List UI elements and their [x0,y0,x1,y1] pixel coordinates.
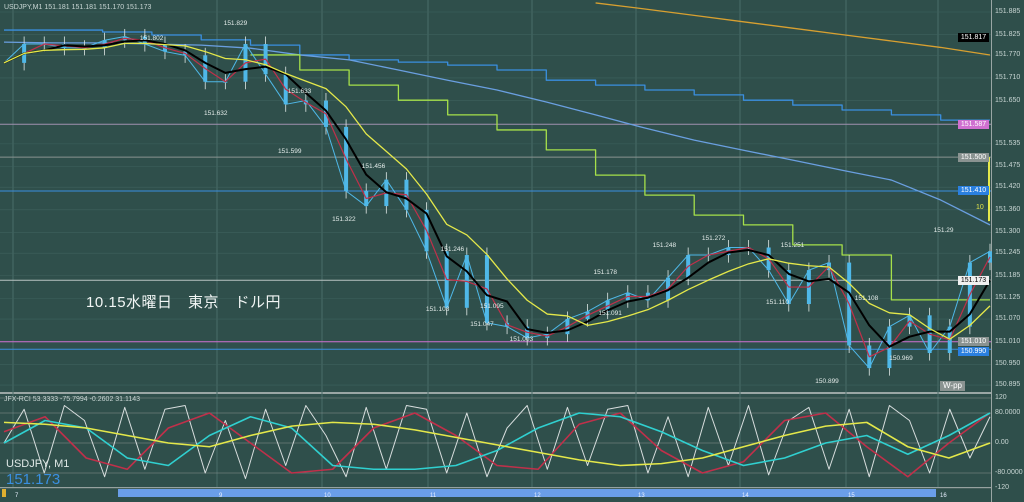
price-tick-label: 150.950 [995,360,1021,368]
price-label: 151.29 [933,227,954,235]
price-tag: 151.010 [958,337,989,347]
price-label: 151.632 [203,110,228,118]
close-line [3,35,991,369]
price-label: 151.047 [470,321,494,329]
price-label: 151.599 [277,148,302,156]
time-tick-label: 10 [324,493,331,499]
price-tick-label: 150.895 [995,381,1021,389]
price-label: 151.246 [440,246,465,254]
price-label: 151.456 [361,163,386,171]
price-tick-label: 151.535 [995,139,1021,147]
price-tick-label: 151.010 [995,337,1021,345]
price-tick-label: 151.420 [995,183,1021,191]
price-label: 151.251 [780,242,805,250]
price-label: 150.969 [889,355,913,363]
fast-ma-line [3,37,991,358]
price-tick-label: 151.125 [995,294,1021,302]
price-tick-label: 151.885 [995,8,1021,15]
time-tick-label: 7 [15,493,19,499]
time-tick-label: 9 [219,493,223,499]
price-tick-label: 151.710 [995,73,1021,81]
panel-divider [0,392,992,394]
indicator-tick-label: -120 [995,484,1010,491]
time-tick-label: 15 [848,493,855,499]
time-tick-label: 12 [534,493,541,499]
rci-line [3,405,991,480]
price-tick-label: 151.770 [995,51,1021,59]
price-label: 151.103 [425,306,450,314]
price-label: 151.108 [854,295,879,303]
bar-count-label: 10 [976,204,984,211]
wpp-label: W-pp [940,381,965,391]
orange-ma-line [595,2,991,56]
symbol-label: USDJPY, M1 [6,458,70,470]
price-label: 151.802 [139,35,164,43]
price-tag: 150.990 [958,347,989,357]
price-label: 151.322 [332,215,356,223]
chart-header: USDJPY,M1 151.181 151.181 151.170 151.17… [4,4,152,11]
scrollbar-thumb[interactable] [118,489,936,497]
candle-body [988,251,992,263]
price-label: 151.095 [480,302,504,310]
price-tick-label: 151.245 [995,249,1021,257]
price-tag: 151.410 [958,186,989,196]
price-tag: 151.587 [958,119,989,129]
indicator-header: JFX-RCI 53.3333 -75.7994 -0.2602 31.1143 [4,396,141,403]
price-label: 151.829 [223,19,248,27]
price-label: 151.178 [593,268,617,276]
price-label: 151.633 [287,87,312,95]
indicator-tick-label: 120 [995,394,1007,401]
rci-line [3,412,991,478]
price-tick-label: 151.650 [995,96,1021,104]
price-label: 151.003 [509,336,534,344]
rci-line [3,412,991,471]
price-tick-label: 151.825 [995,30,1021,38]
price-label: 151.272 [701,234,726,242]
price-axis-border [991,0,992,502]
indicator-tick-label: -80.0000 [995,469,1023,476]
time-tick-label: 14 [742,493,749,499]
current-price: 151.173 [6,471,61,488]
price-tick-label: 151.185 [995,271,1021,279]
price-label: 151.248 [652,242,677,250]
indicator-tick-label: 80.0000 [995,409,1021,416]
blue-step-line [4,29,990,121]
price-tag: 151.173 [958,275,989,285]
time-tick-label: 13 [638,493,645,499]
price-label: 151.091 [598,310,622,318]
price-tick-label: 151.070 [995,315,1021,323]
indicator-tick-label: 0.00 [995,439,1009,446]
scroll-start-marker [2,489,6,497]
time-axis-border [0,487,992,488]
price-label: 151.110 [766,298,790,306]
price-tick-label: 151.300 [995,228,1021,236]
rci-line [3,421,991,467]
annotation-text: 10.15水曜日 東京 ドル円 [86,294,282,311]
time-tick-label: 16 [940,493,947,499]
price-tick-label: 151.475 [995,162,1021,170]
yellow-ma-line [3,42,991,340]
price-tag: 151.817 [958,33,989,43]
price-tick-label: 151.360 [995,205,1021,213]
green-step-line [250,54,990,301]
price-label: 150.899 [815,377,839,385]
price-tag: 151.500 [958,152,989,162]
time-tick-label: 11 [430,493,437,499]
